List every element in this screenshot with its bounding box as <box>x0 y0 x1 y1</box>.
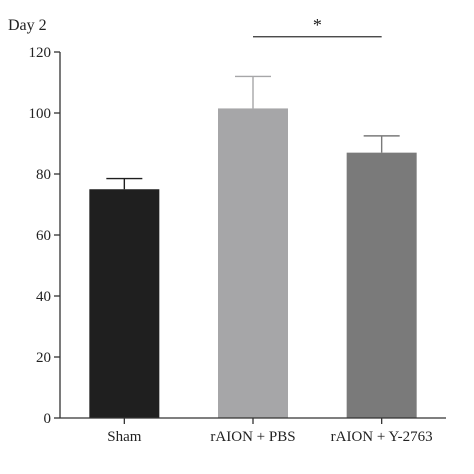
significance-annotation: * <box>253 15 382 38</box>
y-tick-label: 0 <box>44 411 52 427</box>
y-tick-label: 100 <box>29 106 52 122</box>
chart-title: Day 2 <box>8 17 47 34</box>
y-tick-label: 20 <box>36 350 51 366</box>
bars-group <box>89 75 417 419</box>
y-tick-label: 120 <box>29 45 52 61</box>
y-tick-label: 80 <box>36 167 51 183</box>
x-tick-label: rAION + Y-2763 <box>331 429 433 445</box>
x-tick-label: Sham <box>107 429 142 445</box>
y-tick-label: 40 <box>36 289 51 305</box>
bar <box>89 189 160 418</box>
significance-label: * <box>313 15 322 35</box>
x-axis: Sham rAION + PBS rAION + Y-2763 <box>60 417 446 445</box>
bar <box>346 152 417 418</box>
x-tick-label: rAION + PBS <box>210 429 295 445</box>
bar <box>218 108 288 419</box>
y-axis: 0 20 40 60 80 100 120 <box>29 45 61 427</box>
y-tick-label: 60 <box>36 228 51 244</box>
